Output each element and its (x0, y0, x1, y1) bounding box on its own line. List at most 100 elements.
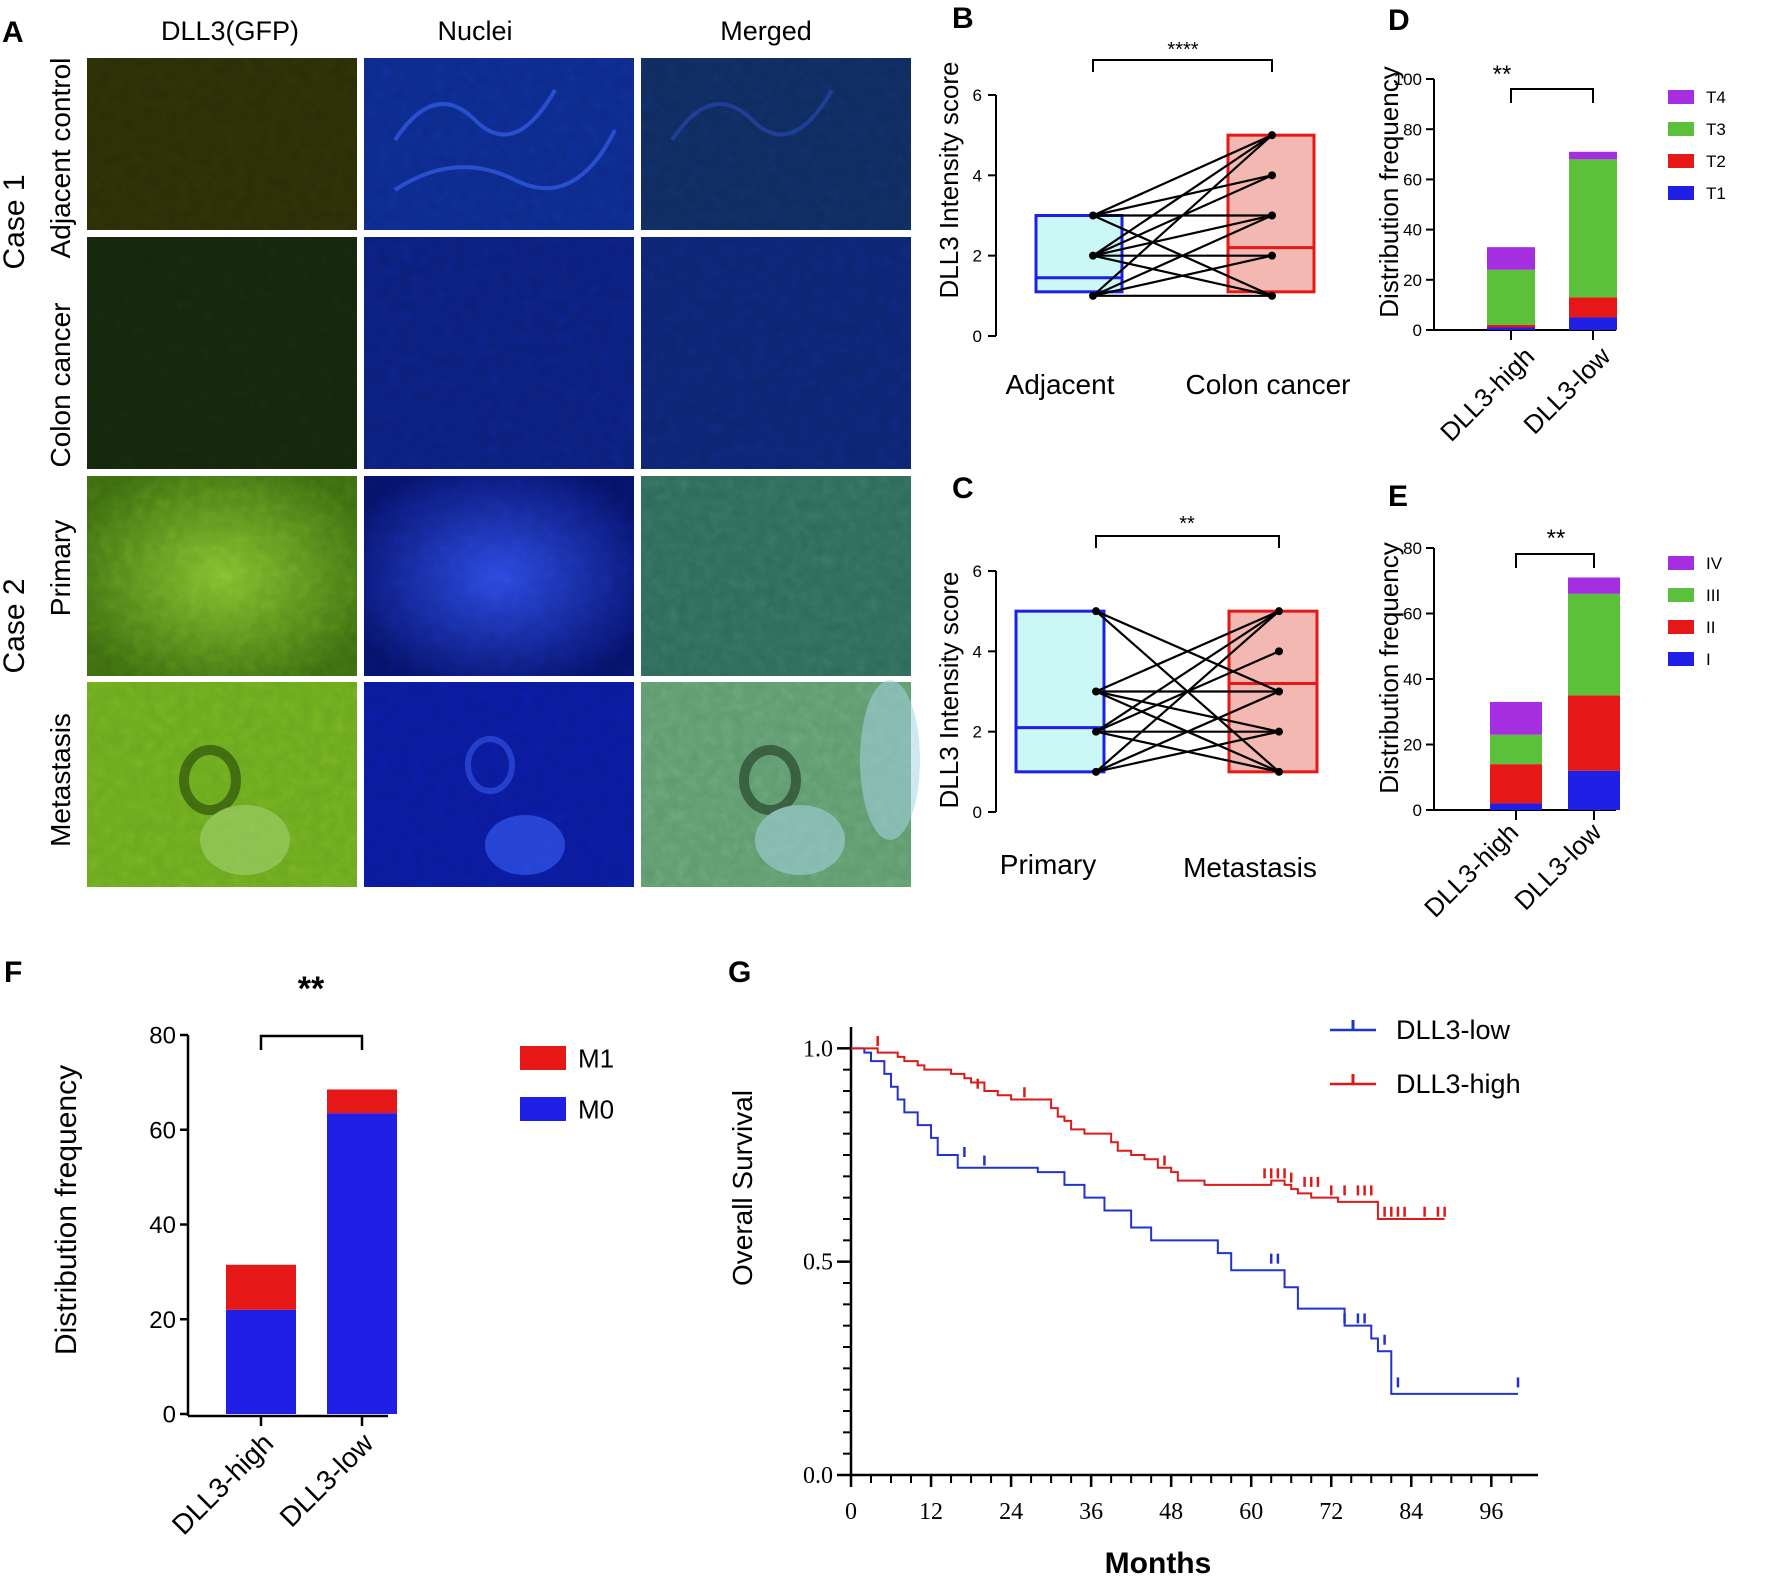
panel-g: G Overall Survival Months 0 12 24 36 48 60 72 8… (727, 956, 1538, 1577)
legend-label-m1: M1 (578, 1043, 614, 1073)
panel-label-g: G (728, 956, 751, 989)
bar-segment-t3 (1569, 159, 1617, 298)
y-tick-label: 20 (1403, 736, 1422, 755)
bar-segment-m0 (226, 1309, 296, 1414)
legend-label-dll3-low: DLL3-low (1396, 1015, 1511, 1045)
box-blue (1014, 609, 1106, 774)
panel-e: E Distribution frequency 0 20 40 60 80 ** DL… (1374, 480, 1723, 923)
bar-segment-t3 (1487, 269, 1535, 325)
y-tick-label: 0.5 (803, 1250, 833, 1276)
f-significance: ** (298, 970, 325, 1008)
b-group-label-2: Colon cancer (1186, 369, 1351, 400)
legend-swatch-ii (1668, 620, 1694, 634)
c-significance: ** (1179, 513, 1195, 535)
pair-point (1089, 291, 1097, 300)
b-ylabel: DLL3 Intensity score (934, 61, 964, 298)
pair-line (1095, 610, 1280, 693)
significance-bracket (1092, 59, 1273, 72)
pair-point (1089, 211, 1097, 220)
bar-segment-t4 (1569, 151, 1617, 160)
km-curve-dll3-high (851, 1047, 1445, 1220)
legend-swatch-t4 (1668, 90, 1694, 104)
y-tick-label: 2 (973, 723, 982, 742)
y-tick-label: 0 (1413, 801, 1422, 820)
bar-segment-t1 (1569, 317, 1617, 330)
pair-line (1095, 690, 1280, 773)
pair-point (1092, 727, 1100, 736)
row-label-metastasis: Metastasis (45, 713, 76, 847)
pair-point (1268, 131, 1276, 140)
y-tick-label: 4 (973, 642, 982, 661)
pair-point (1275, 687, 1283, 696)
case-label-1: Case 1 (0, 174, 31, 269)
y-tick-label: 20 (149, 1307, 176, 1334)
legend-swatch-iii (1668, 588, 1694, 602)
case-label-2: Case 2 (0, 578, 31, 673)
legend-swatch-t1 (1668, 186, 1694, 200)
legend-swatch-i (1668, 652, 1694, 666)
pair-point (1275, 647, 1283, 656)
panel-a: A DLL3(GFP) Nuclei Merged Case 1 Case 2 … (0, 16, 920, 887)
panel-label-e: E (1388, 480, 1408, 513)
y-tick-label: 80 (149, 1023, 176, 1050)
y-tick-label: 80 (1403, 120, 1422, 139)
bar-segment-t2 (1487, 324, 1535, 328)
legend-label-iv: IV (1706, 554, 1723, 573)
c-group-label-2: Metastasis (1183, 852, 1317, 883)
significance-bracket (1510, 88, 1594, 103)
bar-segment-iii (1568, 593, 1620, 696)
bar-segment-iii (1490, 734, 1542, 765)
bar-segment-i (1490, 803, 1542, 810)
bar-segment-m0 (327, 1113, 397, 1414)
f-legend: M1 M0 (520, 1043, 614, 1124)
pair-line (1092, 214, 1273, 257)
bar-segment-m1 (226, 1264, 296, 1310)
b-group-label-1: Adjacent (1006, 369, 1115, 400)
x-tick-label: 48 (1159, 1499, 1183, 1525)
legend-swatch-m1 (520, 1046, 566, 1070)
bar-segment-t2 (1569, 297, 1617, 318)
chart-g: 0 12 24 36 48 60 72 84 96 0.0 0.5 1.0 (803, 1027, 1538, 1525)
panel-label-d: D (1388, 4, 1410, 37)
chart-c: 0 2 4 6 (973, 535, 1319, 822)
y-tick-label: 60 (1403, 605, 1422, 624)
y-tick-label: 6 (973, 562, 982, 581)
y-tick-label: 2 (973, 247, 982, 266)
legend-swatch-t3 (1668, 122, 1694, 136)
bar-segment-t1 (1487, 327, 1535, 330)
y-tick-label: 100 (1394, 70, 1422, 89)
legend-swatch-t2 (1668, 154, 1694, 168)
col-header-nuclei: Nuclei (437, 16, 512, 46)
c-ylabel: DLL3 Intensity score (934, 571, 964, 808)
legend-label-t2: T2 (1706, 152, 1726, 171)
y-tick-label: 40 (1403, 221, 1422, 240)
chart-b: 0 2 4 6 (973, 59, 1316, 346)
d-legend: T4 T3 T2 T1 (1668, 88, 1726, 203)
bar-segment-iv (1568, 577, 1620, 594)
pair-point (1275, 607, 1283, 616)
bar-segment-t4 (1487, 247, 1535, 270)
col-header-gfp: DLL3(GFP) (161, 16, 299, 46)
bar-segment-iv (1490, 701, 1542, 735)
pair-point (1275, 727, 1283, 736)
pair-line (1095, 690, 1280, 733)
y-tick-label: 0 (973, 803, 982, 822)
e-xlabel-1: DLL3-high (1418, 817, 1524, 923)
d-ylabel: Distribution frequency (1374, 66, 1404, 317)
c-group-label-1: Primary (1000, 849, 1096, 880)
pair-point (1268, 211, 1276, 220)
row-label-adjacent: Adjacent control (45, 58, 76, 259)
panel-d: D Distribution frequency 0 20 40 60 80 100 **… (1374, 4, 1726, 447)
g-xlabel: Months (1105, 1547, 1212, 1577)
panel-label-a: A (2, 16, 24, 49)
bar-segment-ii (1490, 764, 1542, 804)
pair-point (1268, 251, 1276, 260)
d-xlabel-1: DLL3-high (1434, 341, 1540, 447)
pair-point (1092, 607, 1100, 616)
pair-point (1275, 767, 1283, 776)
y-tick-label: 40 (1403, 670, 1422, 689)
legend-swatch-iv (1668, 556, 1694, 570)
e-ylabel: Distribution frequency (1374, 542, 1404, 793)
e-xlabel-2: DLL3-low (1508, 817, 1607, 916)
